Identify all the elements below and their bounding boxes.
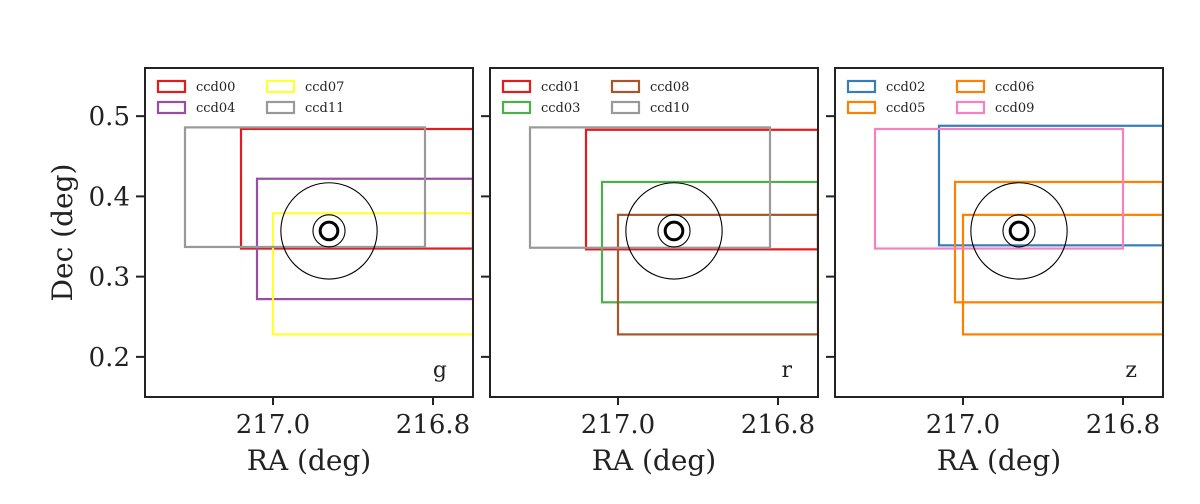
x-tick-label: 216.8	[396, 410, 470, 440]
target-circle	[312, 214, 346, 248]
target-circle	[1008, 220, 1030, 242]
ccd-footprint-ccd04	[255, 177, 473, 301]
y-tick-label: 0.5	[89, 102, 130, 132]
target-circle	[1002, 214, 1036, 248]
band-label: z	[1125, 358, 1137, 383]
y-tick-label: 0.3	[89, 263, 130, 293]
y-axis-label: Dec (deg)	[46, 164, 79, 302]
panel-z: 217.0 216.8 RA (deg) ccd02 ccd05 ccd06 ccd09 z	[826, 67, 1164, 477]
x-tick-label: 217.0	[926, 410, 1000, 440]
panel-frame	[834, 67, 1164, 398]
legend-swatch-ccd02	[846, 79, 877, 94]
legend-swatch-ccd09	[955, 100, 986, 115]
legend-swatch-ccd07	[265, 79, 296, 94]
legend-label-ccd10: ccd10	[650, 101, 689, 116]
panel-frame	[144, 67, 474, 398]
panel-data	[183, 126, 473, 336]
target-circle	[970, 182, 1068, 280]
legend-label-ccd08: ccd08	[650, 80, 689, 95]
x-tick-label: 216.8	[741, 410, 815, 440]
band-label: g	[433, 358, 447, 383]
panel-data	[873, 124, 1163, 336]
target-circle	[280, 182, 378, 280]
legend-swatch-ccd06	[955, 79, 986, 94]
legend-label-ccd05: ccd05	[886, 101, 925, 116]
panel-data	[528, 126, 818, 336]
ccd-footprint-ccd05	[953, 180, 1163, 304]
legend: ccd00 ccd04 ccd07 ccd11	[156, 79, 344, 116]
legend-swatch-ccd08	[610, 79, 641, 94]
legend-swatch-ccd11	[265, 100, 296, 115]
target-circle	[663, 220, 685, 242]
target-circle	[318, 220, 340, 242]
legend-label-ccd06: ccd06	[995, 80, 1034, 95]
legend: ccd01 ccd03 ccd08 ccd10	[501, 79, 689, 116]
legend-label-ccd07: ccd07	[305, 80, 344, 95]
ccd-footprint-ccd00	[239, 127, 473, 250]
legend-swatch-ccd05	[846, 100, 877, 115]
panel-r: 217.0 216.8 RA (deg) ccd01 ccd03 ccd08 ccd10 r	[481, 67, 819, 477]
x-axis-label: RA (deg)	[592, 444, 716, 477]
x-tick-label: 217.0	[236, 410, 310, 440]
ccd-footprint-ccd10	[528, 126, 772, 249]
target-circle	[625, 182, 723, 280]
panel-frame	[489, 67, 819, 398]
ccd-footprint-ccd06	[961, 213, 1163, 336]
ccd-footprint-ccd07	[271, 212, 473, 336]
legend-swatch-ccd03	[501, 100, 532, 115]
legend: ccd02 ccd05 ccd06 ccd09	[846, 79, 1034, 116]
target-circle	[657, 214, 691, 248]
panel-g: 217.0 216.8 RA (deg) 0.2 0.3 0.4 0.5 Dec (deg) c…	[46, 67, 474, 477]
legend-label-ccd03: ccd03	[541, 101, 580, 116]
y-tick-label: 0.2	[89, 343, 130, 373]
legend-label-ccd11: ccd11	[305, 101, 344, 116]
legend-swatch-ccd01	[501, 79, 532, 94]
ccd-footprint-ccd03	[600, 180, 818, 304]
legend-swatch-ccd04	[156, 100, 187, 115]
x-axis-label: RA (deg)	[937, 444, 1061, 477]
ccd-footprint-ccd02	[937, 124, 1163, 247]
band-label: r	[781, 358, 792, 383]
ccd-footprint-ccd11	[183, 126, 427, 249]
x-axis-label: RA (deg)	[247, 444, 371, 477]
legend-label-ccd04: ccd04	[196, 101, 235, 116]
ccd-footprint-ccd08	[616, 213, 818, 336]
ccd-footprint-ccd01	[584, 128, 818, 251]
ccd-footprint-ccd09	[873, 127, 1125, 250]
legend-swatch-ccd10	[610, 100, 641, 115]
legend-label-ccd00: ccd00	[196, 80, 235, 95]
legend-label-ccd02: ccd02	[886, 80, 925, 95]
legend-swatch-ccd00	[156, 79, 187, 94]
x-tick-label: 216.8	[1086, 410, 1160, 440]
legend-label-ccd01: ccd01	[541, 80, 580, 95]
y-tick-label: 0.4	[89, 182, 130, 212]
legend-label-ccd09: ccd09	[995, 101, 1034, 116]
x-tick-label: 217.0	[581, 410, 655, 440]
